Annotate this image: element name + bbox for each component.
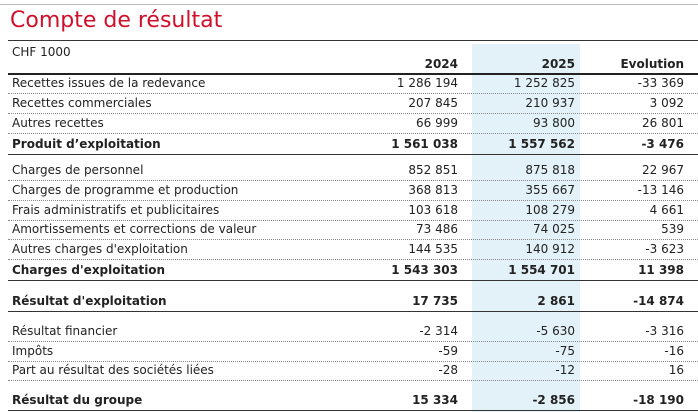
cell-value: 1 557 562 xyxy=(508,137,575,151)
cell-value: -18 190 xyxy=(633,393,684,407)
cell-value: -75 xyxy=(555,344,575,358)
row-rule xyxy=(8,93,698,94)
row-label: Recettes commerciales xyxy=(12,96,152,110)
cell-value: 140 912 xyxy=(525,242,575,256)
cell-value: 210 937 xyxy=(525,96,575,110)
cell-value: 15 334 xyxy=(412,393,458,407)
cell-value: -59 xyxy=(438,344,458,358)
cell-value: -3 476 xyxy=(641,137,684,151)
cell-value: 875 818 xyxy=(525,163,575,177)
row-label: Autres recettes xyxy=(12,116,104,130)
row-label: Part au résultat des sociétés liées xyxy=(12,363,214,377)
cell-value: 11 398 xyxy=(638,263,684,277)
cell-value: 74 025 xyxy=(533,222,575,236)
cell-value: -33 369 xyxy=(637,76,684,90)
cell-value: 1 286 194 xyxy=(396,76,458,90)
row-label: Résultat du groupe xyxy=(12,393,143,407)
row-label: Amortissements et corrections de valeur xyxy=(12,222,257,236)
cell-value: 207 845 xyxy=(408,96,458,110)
cell-value: 144 535 xyxy=(408,242,458,256)
cell-value: 103 618 xyxy=(408,203,458,217)
row-label: Résultat d'exploitation xyxy=(12,294,167,308)
cell-value: -13 146 xyxy=(637,183,684,197)
row-rule xyxy=(8,200,698,201)
row-label: Impôts xyxy=(12,344,54,358)
cell-value: -2 856 xyxy=(532,393,575,407)
unit: CHF 1000 xyxy=(12,45,71,59)
row-label: Autres charges d'exploitation xyxy=(12,242,188,256)
cell-value: 66 999 xyxy=(416,116,458,130)
row-label: Charges d'exploitation xyxy=(12,263,166,277)
row-label: Résultat financier xyxy=(12,324,118,338)
cell-value: 108 279 xyxy=(525,203,575,217)
row-rule xyxy=(8,259,698,260)
cell-value: 1 543 303 xyxy=(391,263,458,277)
cell-value: 355 667 xyxy=(525,183,575,197)
header-rule xyxy=(8,73,698,75)
cell-value: 3 092 xyxy=(649,96,684,110)
cell-value: 26 801 xyxy=(642,116,684,130)
column-header: 2024 xyxy=(424,57,458,71)
cell-value: 17 735 xyxy=(412,294,458,308)
row-rule xyxy=(8,341,698,342)
cell-value: 93 800 xyxy=(533,116,575,130)
cell-value: -16 xyxy=(664,344,684,358)
row-rule xyxy=(8,220,698,221)
cell-value: 368 813 xyxy=(408,183,458,197)
cell-value: 22 967 xyxy=(642,163,684,177)
title-rule xyxy=(8,40,698,41)
cell-value: 852 851 xyxy=(408,163,458,177)
column-header: Evolution xyxy=(620,57,684,71)
row-rule xyxy=(8,180,698,181)
cell-value: 16 xyxy=(668,363,684,377)
row-label: Produit d’exploitation xyxy=(12,137,161,151)
cell-value: -5 630 xyxy=(536,324,575,338)
row-rule xyxy=(8,311,698,312)
row-rule xyxy=(8,239,698,240)
highlight-column xyxy=(472,44,580,412)
row-label: Frais administratifs et publicitaires xyxy=(12,203,220,217)
row-rule xyxy=(8,380,698,381)
row-rule xyxy=(8,154,698,155)
row-label: Charges de programme et production xyxy=(12,183,239,197)
row-rule xyxy=(8,280,698,281)
cell-value: -2 314 xyxy=(419,324,458,338)
cell-value: 73 486 xyxy=(416,222,458,236)
row-rule xyxy=(8,410,698,411)
cell-value: -3 316 xyxy=(645,324,684,338)
row-label: Charges de personnel xyxy=(12,163,144,177)
row-label: Recettes issues de la redevance xyxy=(12,76,206,90)
row-rule xyxy=(8,361,698,362)
cell-value: -12 xyxy=(555,363,575,377)
cell-value: -14 874 xyxy=(633,294,684,308)
cell-value: -28 xyxy=(438,363,458,377)
cell-value: 1 554 701 xyxy=(508,263,575,277)
cell-value: 1 252 825 xyxy=(513,76,575,90)
title: Compte de résultat xyxy=(10,8,223,33)
cell-value: 2 861 xyxy=(537,294,575,308)
cell-value: -3 623 xyxy=(645,242,684,256)
row-rule xyxy=(8,113,698,114)
cell-value: 1 561 038 xyxy=(391,137,458,151)
row-rule xyxy=(8,133,698,134)
column-header: 2025 xyxy=(541,57,575,71)
cell-value: 4 661 xyxy=(649,203,684,217)
cell-value: 539 xyxy=(661,222,684,236)
top-rule xyxy=(0,4,698,5)
